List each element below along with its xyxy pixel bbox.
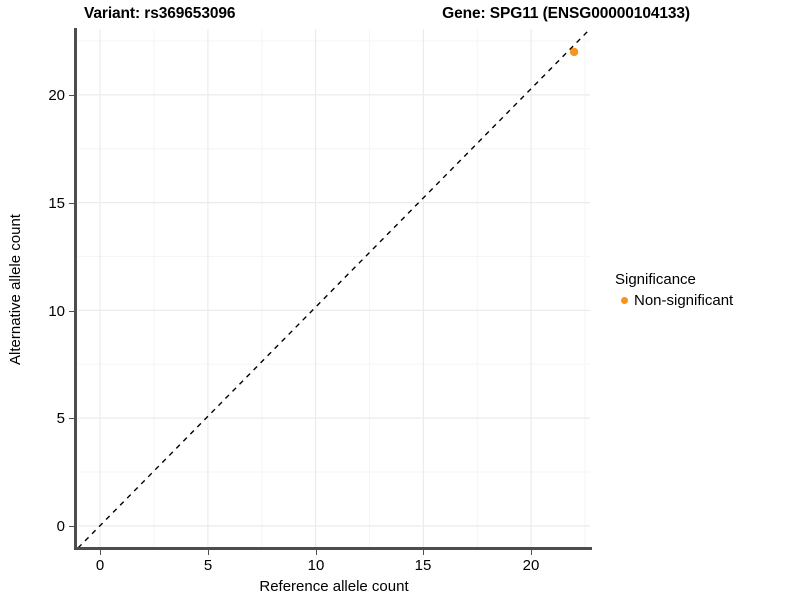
x-tick-label-10: 10 [307, 557, 325, 574]
legend-key-circle-icon [615, 291, 634, 310]
data-point [569, 47, 579, 57]
y-tick-label-5: 5 [56, 410, 65, 427]
reference-line-identity [78, 29, 590, 548]
y-axis-line [74, 28, 77, 549]
x-tick-label-20: 20 [522, 557, 540, 574]
variant-title: Variant: rs369653096 [84, 5, 236, 22]
y-axis-title: Alternative allele count [7, 214, 24, 365]
x-tick-mark-20 [531, 550, 532, 555]
x-tick-mark-15 [423, 550, 424, 555]
y-tick-label-20: 20 [48, 87, 65, 104]
plot-panel [78, 29, 590, 548]
x-tick-label-15: 15 [414, 557, 432, 574]
x-tick-label-5: 5 [203, 557, 213, 574]
x-tick-mark-10 [316, 550, 317, 555]
x-tick-label-0: 0 [95, 557, 105, 574]
x-axis-title: Reference allele count [259, 578, 409, 595]
legend-item-label: Non-significant [634, 292, 734, 309]
legend-title: Significance [615, 271, 696, 288]
chart-title-row: Variant: rs369653096 Gene: SPG11 (ENSG00… [74, 2, 694, 26]
y-tick-mark-20 [69, 95, 74, 96]
y-tick-mark-15 [69, 203, 74, 204]
legend-item-non-significant[interactable]: Non-significant [615, 291, 795, 310]
y-tick-mark-5 [69, 418, 74, 419]
y-tick-mark-10 [69, 311, 74, 312]
y-tick-label-0: 0 [56, 518, 65, 535]
x-tick-mark-5 [208, 550, 209, 555]
gene-title: Gene: SPG11 (ENSG00000104133) [442, 5, 690, 22]
legend: Significance Non-significant [615, 271, 795, 310]
y-tick-label-10: 10 [48, 303, 65, 320]
y-tick-label-15: 15 [48, 195, 65, 212]
y-tick-mark-0 [69, 526, 74, 527]
x-tick-mark-0 [100, 550, 101, 555]
x-axis-line [74, 547, 592, 550]
